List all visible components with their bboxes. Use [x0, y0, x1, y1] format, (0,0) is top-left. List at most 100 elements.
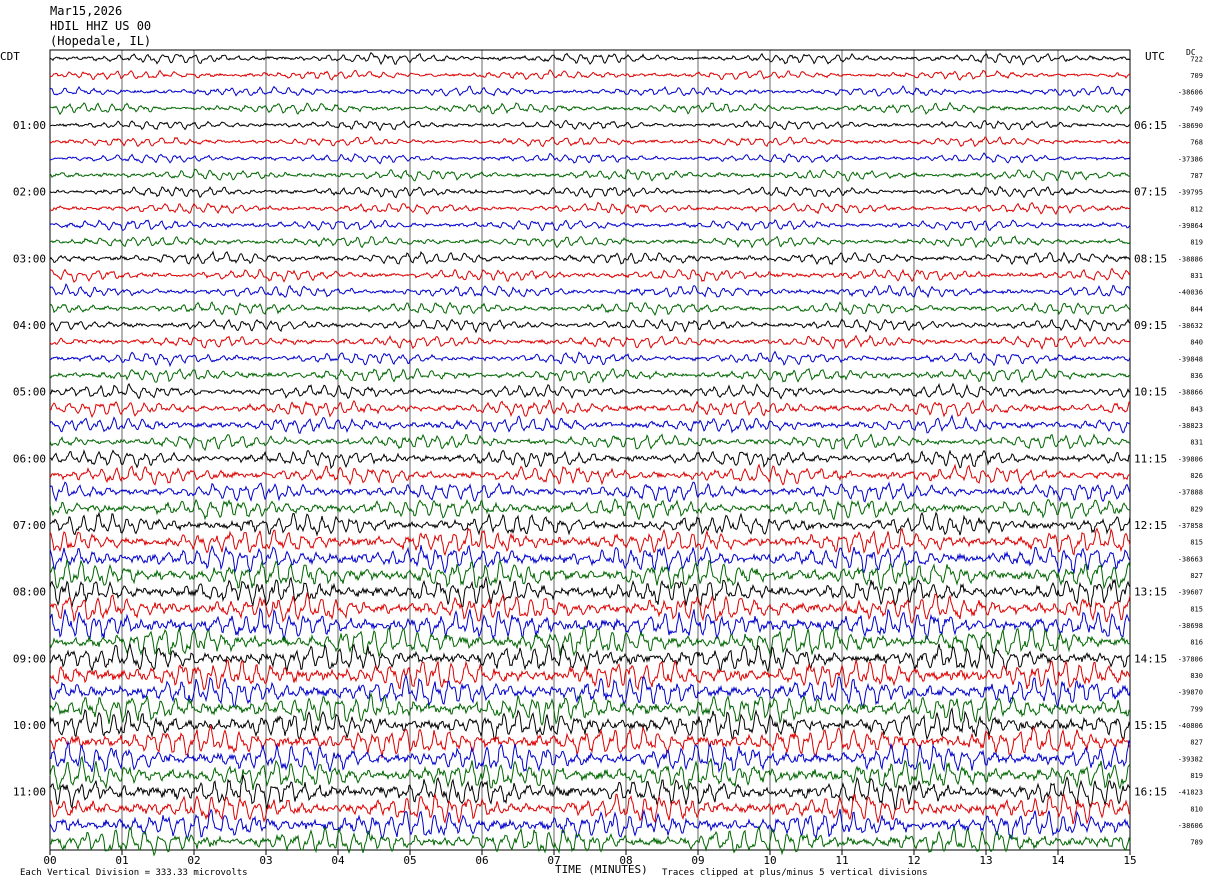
- dc-offset-label: -38866: [1178, 389, 1203, 397]
- seismic-trace: [49, 643, 1131, 674]
- left-timezone-label: CDT: [0, 50, 20, 63]
- x-tick-label: 09: [691, 854, 704, 867]
- left-time-label: 02:00: [13, 186, 46, 199]
- dc-offset-label: -39795: [1178, 189, 1203, 197]
- left-time-label: 11:00: [13, 786, 46, 799]
- x-tick-label: 06: [475, 854, 488, 867]
- seismic-trace: [49, 793, 1131, 825]
- dc-offset-label: 812: [1190, 205, 1203, 213]
- dc-offset-label: 787: [1190, 172, 1203, 180]
- seismic-trace: [49, 498, 1131, 521]
- dc-offset-label: -37888: [1178, 489, 1203, 497]
- left-time-label: 09:00: [13, 652, 46, 665]
- left-time-label: 07:00: [13, 519, 46, 532]
- left-time-label: 06:00: [13, 452, 46, 465]
- right-time-label: 08:15: [1134, 252, 1167, 265]
- seismic-trace: [49, 414, 1131, 435]
- left-time-label: 01:00: [13, 119, 46, 132]
- dc-offset-label: 815: [1190, 539, 1203, 547]
- station-label: HDIL HHZ US 00: [50, 19, 152, 33]
- x-tick-label: 07: [547, 854, 560, 867]
- left-time-label: 10:00: [13, 719, 46, 732]
- dc-offset-label: 722: [1190, 55, 1203, 63]
- dc-offset-label: 819: [1190, 772, 1203, 780]
- dc-offset-label: 810: [1190, 805, 1203, 813]
- dc-offset-label: -38606: [1178, 822, 1203, 830]
- dc-offset-label: 844: [1190, 305, 1203, 313]
- dc-offset-label: -39607: [1178, 589, 1203, 597]
- right-time-label: 07:15: [1134, 186, 1167, 199]
- x-tick-label: 05: [403, 854, 416, 867]
- dc-offset-label: -41823: [1178, 789, 1203, 797]
- seismic-trace: [49, 449, 1131, 470]
- x-tick-label: 00: [43, 854, 56, 867]
- left-time-label: 04:00: [13, 319, 46, 332]
- seismic-trace: [49, 367, 1131, 384]
- seismic-trace: [49, 774, 1131, 811]
- dc-offset-label: 799: [1190, 705, 1203, 713]
- seismic-trace: [49, 267, 1131, 283]
- seismic-trace: [49, 69, 1131, 81]
- dc-offset-label: -38698: [1178, 622, 1203, 630]
- seismic-trace: [49, 825, 1131, 857]
- dc-offset-label: 819: [1190, 239, 1203, 247]
- x-tick-label: 11: [835, 854, 848, 867]
- dc-offset-label: 827: [1190, 739, 1203, 747]
- dc-offset-label: 827: [1190, 572, 1203, 580]
- dc-offset-label: -37806: [1178, 655, 1203, 663]
- seismic-trace: [49, 382, 1131, 400]
- right-time-label: 14:15: [1134, 652, 1167, 665]
- seismic-trace: [49, 707, 1131, 741]
- dc-offset-label: -38886: [1178, 255, 1203, 263]
- seismic-trace: [49, 575, 1131, 609]
- seismic-trace: [49, 558, 1131, 591]
- left-time-label: 05:00: [13, 386, 46, 399]
- right-time-label: 11:15: [1134, 452, 1167, 465]
- seismic-trace: [49, 152, 1131, 165]
- seismic-trace: [49, 350, 1131, 368]
- seismic-trace: [49, 607, 1131, 641]
- x-tick-label: 08: [619, 854, 632, 867]
- dc-offset-label: 830: [1190, 672, 1203, 680]
- dc-offset-label: -38823: [1178, 422, 1203, 430]
- x-tick-label: 01: [115, 854, 128, 867]
- left-time-label: 08:00: [13, 586, 46, 599]
- seismic-trace: [49, 692, 1131, 726]
- dc-offset-label: 768: [1190, 139, 1203, 147]
- dc-offset-label: 831: [1190, 439, 1203, 447]
- seismic-trace: [49, 201, 1131, 216]
- dc-offset-label: -39382: [1178, 755, 1203, 763]
- seismic-trace: [49, 591, 1131, 624]
- dc-offset-label: -38663: [1178, 555, 1203, 563]
- x-tick-label: 10: [763, 854, 776, 867]
- seismic-trace: [49, 433, 1131, 452]
- dc-header-label: DC: [1186, 48, 1196, 57]
- dc-offset-label: 709: [1190, 72, 1203, 80]
- seismic-trace: [49, 463, 1131, 486]
- dc-offset-label: -38632: [1178, 322, 1203, 330]
- seismic-trace: [49, 739, 1131, 774]
- right-time-label: 12:15: [1134, 519, 1167, 532]
- x-axis-title: TIME (MINUTES): [555, 863, 648, 876]
- dc-offset-label: 816: [1190, 639, 1203, 647]
- seismic-trace: [49, 399, 1131, 419]
- seismic-trace: [49, 101, 1131, 116]
- dc-offset-label: -37386: [1178, 155, 1203, 163]
- seismic-trace: [49, 658, 1131, 691]
- seismic-trace: [49, 168, 1131, 182]
- right-time-label: 09:15: [1134, 319, 1167, 332]
- right-time-label: 10:15: [1134, 386, 1167, 399]
- x-tick-label: 03: [259, 854, 272, 867]
- dc-offset-label: -39864: [1178, 222, 1203, 230]
- dc-offset-label: 749: [1190, 105, 1203, 113]
- seismic-trace: [49, 511, 1131, 537]
- x-tick-label: 12: [907, 854, 920, 867]
- seismic-trace: [49, 527, 1131, 557]
- seismic-trace: [49, 283, 1131, 299]
- dc-offset-label: -38690: [1178, 122, 1203, 130]
- dc-offset-label: -39848: [1178, 355, 1203, 363]
- dc-offset-label: 815: [1190, 605, 1203, 613]
- seismic-trace: [49, 755, 1131, 791]
- seismic-trace: [49, 808, 1131, 840]
- dc-offset-label: -40806: [1178, 722, 1203, 730]
